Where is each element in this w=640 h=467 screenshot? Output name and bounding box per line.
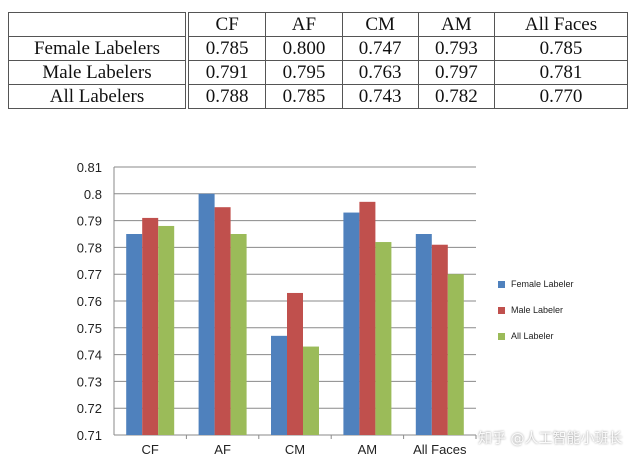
y-tick-label: 0.74	[77, 348, 102, 363]
bar-chart: 0.71 0.72 0.73 0.74 0.75 0.76 0.77 0.78 0.79 0.8 0…	[77, 160, 574, 457]
row-label: Female Labelers	[8, 36, 189, 61]
cell: 0.797	[417, 60, 496, 85]
legend-swatch	[498, 333, 505, 340]
header-cell: AF	[265, 12, 343, 37]
cell: 0.800	[265, 36, 343, 61]
cell: 0.763	[341, 60, 419, 85]
y-tick-label: 0.77	[77, 267, 102, 282]
legend-swatch	[498, 307, 505, 314]
header-cell: CM	[341, 12, 419, 37]
watermark: 知乎 @人工智能小班长	[478, 431, 623, 447]
y-tick-label: 0.75	[77, 321, 102, 336]
table-row: Female Labelers 0.785 0.800 0.747 0.793 …	[8, 36, 628, 61]
row-label: Male Labelers	[8, 60, 189, 85]
bar-female-labeler	[198, 193, 215, 435]
bar-male-labeler	[359, 201, 376, 435]
x-tick-label: CF	[142, 442, 159, 457]
y-tick-label: 0.79	[77, 214, 102, 229]
x-tick-label: AM	[358, 442, 378, 457]
legend-label: All Labeler	[511, 331, 554, 341]
y-tick-label: 0.78	[77, 240, 102, 255]
bar-all-labeler	[447, 274, 464, 435]
bar-all-labeler	[230, 234, 247, 435]
bar-female-labeler	[271, 335, 287, 435]
bar-female-labeler	[126, 234, 143, 435]
bar-male-labeler	[287, 292, 303, 435]
header-cell	[8, 12, 189, 37]
row-label: All Labelers	[8, 84, 189, 109]
cell: 0.785	[186, 36, 267, 61]
cell: 0.793	[417, 36, 496, 61]
y-tick-label: 0.73	[77, 374, 102, 389]
header-cell: AM	[417, 12, 496, 37]
bar-all-labeler	[303, 346, 319, 435]
cell: 0.788	[186, 84, 267, 109]
cell: 0.743	[341, 84, 419, 109]
y-tick-label: 0.71	[77, 428, 102, 443]
bar-male-labeler	[142, 217, 159, 435]
cell: 0.782	[417, 84, 496, 109]
bar-all-labeler	[158, 225, 175, 435]
x-tick-label: CM	[285, 442, 305, 457]
table-header-row: CF AF CM AM All Faces	[8, 12, 628, 37]
table-row: All Labelers 0.788 0.785 0.743 0.782 0.7…	[8, 84, 628, 109]
cell: 0.781	[494, 60, 628, 85]
cell: 0.770	[494, 84, 628, 109]
y-tick-label: 0.81	[77, 160, 102, 175]
legend-swatch	[498, 281, 505, 288]
cell: 0.795	[265, 60, 343, 85]
y-tick-label: 0.76	[77, 294, 102, 309]
y-tick-label: 0.72	[77, 401, 102, 416]
bar-male-labeler	[431, 244, 448, 435]
cell: 0.747	[341, 36, 419, 61]
legend-label: Male Labeler	[511, 305, 563, 315]
header-cell: All Faces	[494, 12, 628, 37]
table-row: Male Labelers 0.791 0.795 0.763 0.797 0.…	[8, 60, 628, 85]
bar-all-labeler	[375, 242, 392, 435]
cell: 0.785	[265, 84, 343, 109]
bar-female-labeler	[343, 212, 360, 435]
results-table: CF AF CM AM All Faces Female Labelers 0.…	[8, 12, 628, 109]
header-cell: CF	[186, 12, 267, 37]
x-tick-label: AF	[214, 442, 231, 457]
cell: 0.785	[494, 36, 628, 61]
bar-male-labeler	[214, 207, 231, 435]
cell: 0.791	[186, 60, 267, 85]
y-tick-label: 0.8	[84, 187, 102, 202]
legend-label: Female Labeler	[511, 279, 574, 289]
bar-female-labeler	[415, 234, 432, 435]
x-tick-label: All Faces	[413, 442, 467, 457]
